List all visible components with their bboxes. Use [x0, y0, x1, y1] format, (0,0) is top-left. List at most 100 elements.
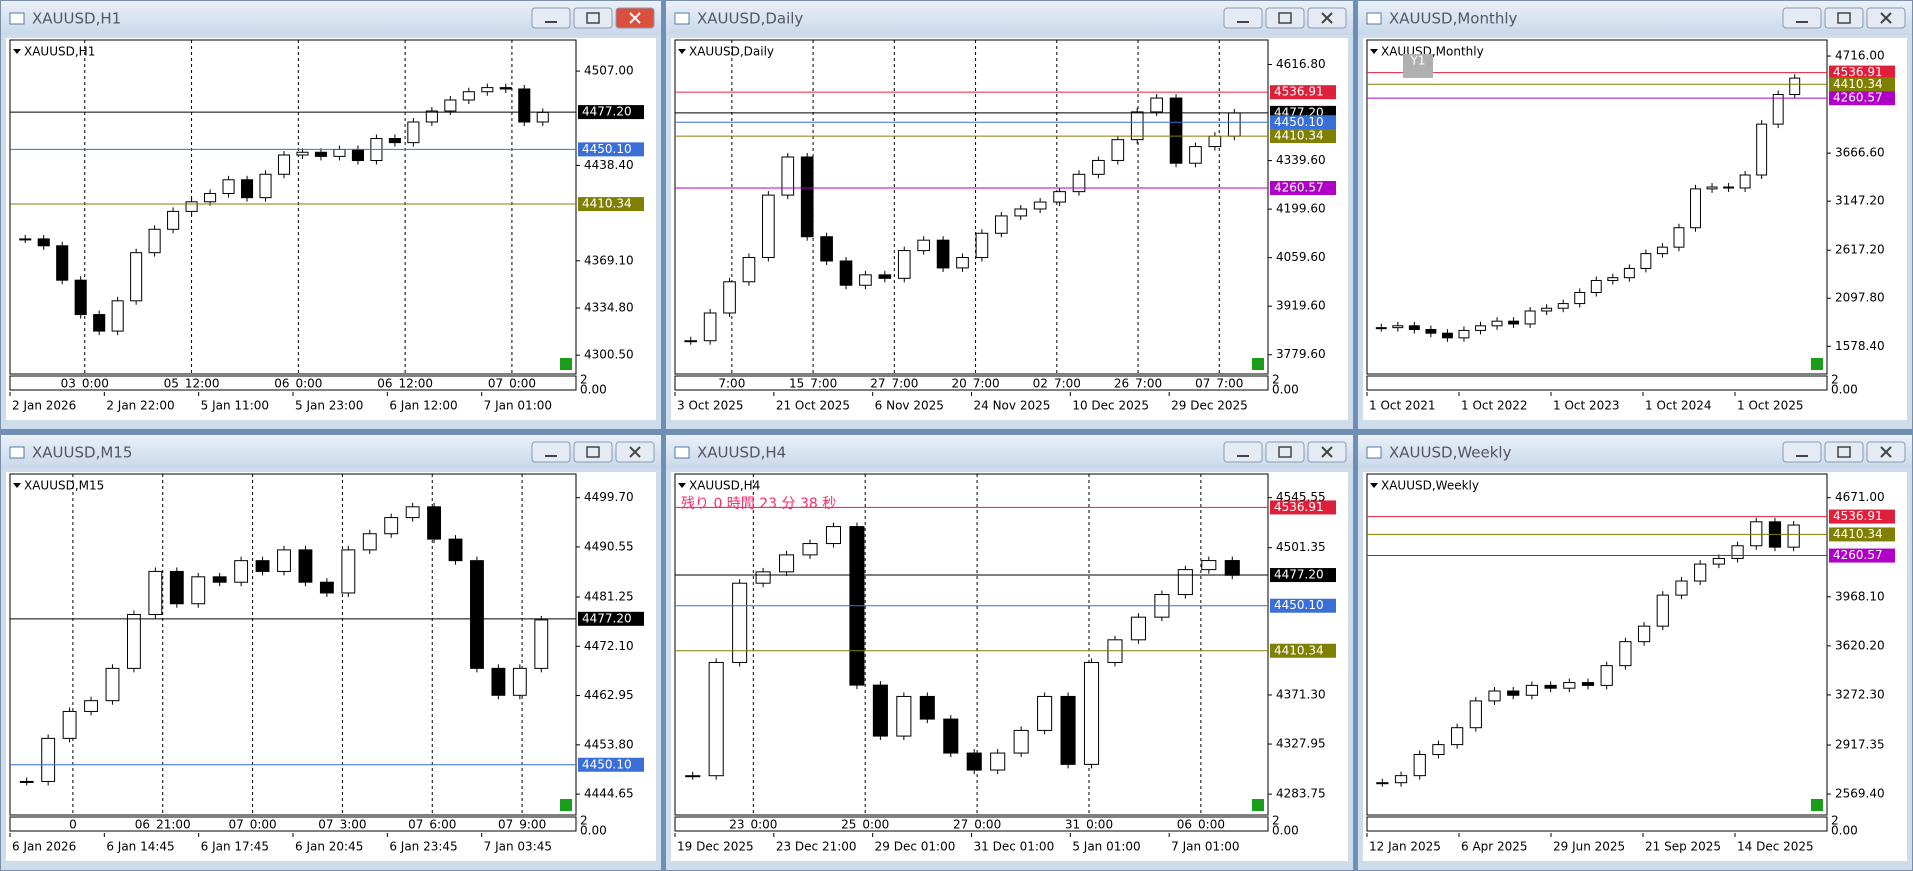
- badge-box: [1403, 54, 1433, 78]
- chart-label: XAUUSD,Weekly: [1381, 479, 1479, 493]
- candle: [820, 236, 833, 262]
- chart-window[interactable]: XAUUSD,Weekly 4671.00 3968.10 3620.20 3272.3…: [1357, 434, 1913, 871]
- y-tick-label: 3779.60: [1276, 347, 1326, 361]
- candle: [491, 667, 506, 696]
- separator-label: 07_7:00: [1195, 377, 1243, 391]
- candle: [1092, 159, 1105, 175]
- icon: [1880, 446, 1892, 458]
- maximize-button[interactable]: [573, 441, 613, 463]
- candle: [1458, 329, 1470, 339]
- price-label: 4260.57: [1274, 180, 1324, 194]
- price-label-box: [1270, 500, 1336, 515]
- window-title: XAUUSD,Weekly: [1389, 444, 1512, 462]
- candle: [1756, 123, 1768, 176]
- window-icon: [674, 446, 690, 459]
- chart-label: XAUUSD,H1: [24, 45, 95, 59]
- x-tick-label: 2 Jan 2026: [12, 399, 76, 413]
- x-tick-label: 29 Dec 2025: [1171, 399, 1248, 413]
- x-tick-label: 6 Jan 17:45: [201, 840, 269, 854]
- price-label-box: [578, 757, 644, 772]
- minimize-button[interactable]: [531, 7, 571, 29]
- separator-label: 31_0:00: [1065, 818, 1113, 832]
- y-tick-label: 4501.35: [1276, 540, 1326, 554]
- sub-window: [674, 375, 1269, 391]
- candle: [762, 194, 775, 259]
- separator-label: 20_7:00: [951, 377, 999, 391]
- candle: [191, 576, 206, 605]
- candle: [148, 570, 163, 616]
- candle: [839, 260, 853, 286]
- candle: [341, 549, 356, 594]
- window-title: XAUUSD,H1: [32, 10, 121, 28]
- candle: [19, 780, 34, 783]
- y-tick-label: 4059.60: [1276, 250, 1326, 264]
- sub-window: [9, 375, 577, 391]
- chart-window[interactable]: XAUUSD,M15 0 06_21:00 07_0:00 07_3:00 07_6:00…: [0, 434, 662, 871]
- chart-label: XAUUSD,M15: [24, 479, 104, 493]
- separator-label: 27_0:00: [953, 818, 1001, 832]
- price-label: 4477.20: [582, 105, 632, 119]
- candle: [534, 619, 549, 669]
- candle: [742, 257, 756, 283]
- maximize-button[interactable]: [573, 7, 613, 29]
- chart-window[interactable]: XAUUSD,Monthly 4716.00 3666.60 3147.20 2617.…: [1357, 0, 1913, 430]
- candle: [1189, 146, 1202, 164]
- sub-tick-label: 0.00: [1831, 383, 1858, 397]
- price-label: 4536.91: [1833, 509, 1883, 523]
- candle: [204, 193, 217, 203]
- separator-label: 26_7:00: [1114, 377, 1162, 391]
- candle: [1673, 227, 1685, 248]
- candle: [1731, 545, 1744, 559]
- minimize-button[interactable]: [1782, 441, 1822, 463]
- candle: [1488, 690, 1501, 702]
- x-tick-label: 10 Dec 2025: [1072, 399, 1149, 413]
- window-icon: [1366, 446, 1382, 459]
- candle: [1507, 690, 1520, 696]
- minimize-button[interactable]: [1782, 7, 1822, 29]
- candle: [74, 279, 87, 316]
- y-tick-label: 3272.30: [1835, 687, 1885, 701]
- minimize-button[interactable]: [1223, 7, 1263, 29]
- candle: [405, 506, 420, 519]
- candle: [148, 228, 161, 254]
- candle: [1224, 560, 1240, 576]
- chart-label-arrow: [13, 49, 21, 54]
- candle: [333, 149, 346, 157]
- candle: [1581, 682, 1595, 686]
- icon: [586, 446, 600, 458]
- y-tick-label: 4199.60: [1276, 202, 1326, 216]
- window-icon: [9, 446, 25, 459]
- y-tick-label: 4300.50: [584, 348, 634, 362]
- candle: [448, 538, 463, 562]
- price-label: 4450.10: [582, 142, 632, 156]
- sub-window: [674, 816, 1269, 832]
- chart-window[interactable]: XAUUSD,H1 03_0:00 05_12:00 06_0:00 06_12:00 0…: [0, 0, 662, 430]
- candle: [255, 560, 270, 572]
- candle: [1723, 186, 1735, 189]
- candle: [470, 560, 484, 669]
- minimize-button[interactable]: [531, 441, 571, 463]
- candle: [384, 517, 399, 535]
- maximize-button[interactable]: [1265, 441, 1305, 463]
- x-tick-label: 14 Dec 2025: [1737, 840, 1814, 854]
- sub-tick-label: 2: [580, 373, 588, 387]
- maximize-button[interactable]: [1265, 7, 1305, 29]
- chart-window[interactable]: XAUUSD,Daily 7:00 15_7:00 27_7:00 20_7:00 02_…: [665, 0, 1354, 430]
- sub-tick-label: 0.00: [1272, 824, 1299, 838]
- y-tick-label: 4444.65: [584, 787, 634, 801]
- candle: [684, 340, 698, 343]
- maximize-button[interactable]: [1824, 7, 1864, 29]
- y-tick-label: 4327.95: [1276, 737, 1326, 751]
- y-tick-label: 2569.40: [1835, 787, 1885, 801]
- candle: [1508, 320, 1520, 325]
- chart-label-arrow: [1370, 49, 1378, 54]
- price-label-box: [1829, 77, 1895, 92]
- minimize-button[interactable]: [1223, 441, 1263, 463]
- maximize-button[interactable]: [1824, 441, 1864, 463]
- x-tick-label: 5 Jan 23:00: [295, 399, 363, 413]
- price-label: 4536.91: [1274, 85, 1324, 99]
- candle: [518, 88, 531, 123]
- candle: [41, 737, 56, 782]
- chart-window[interactable]: XAUUSD,H4 23_0:00 25_0:00 27_0:00 31_0:00 06_…: [665, 434, 1354, 871]
- candle: [105, 667, 120, 702]
